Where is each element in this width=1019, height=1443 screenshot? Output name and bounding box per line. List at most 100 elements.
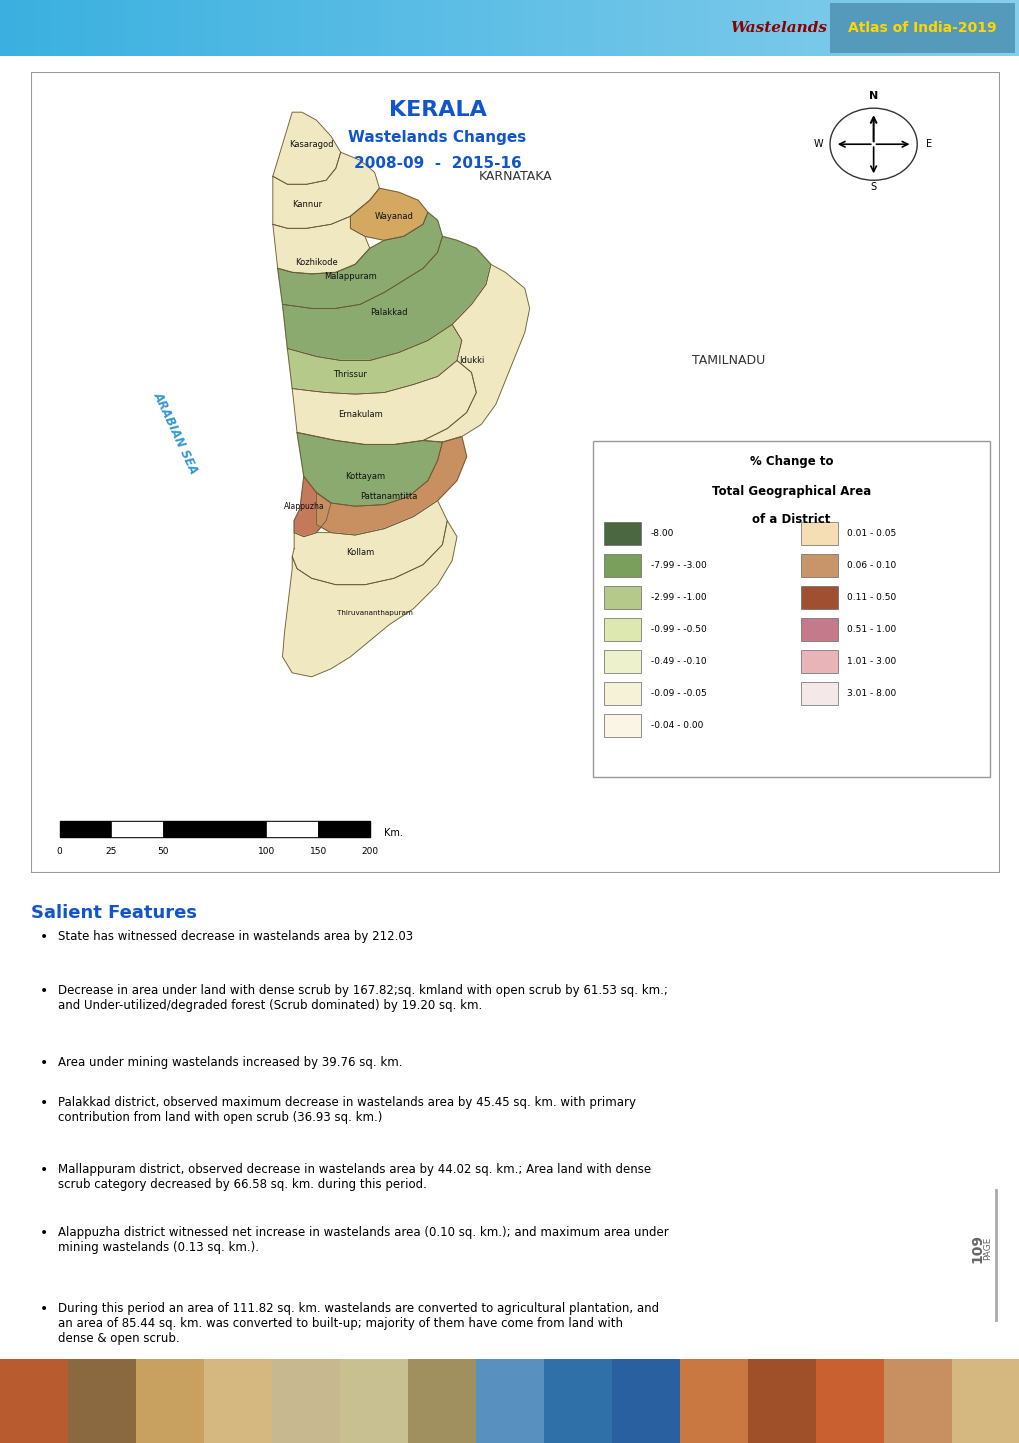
Text: State has witnessed decrease in wastelands area by 212.03: State has witnessed decrease in wastelan… bbox=[58, 931, 413, 944]
Bar bbox=[829, 3, 1014, 53]
Text: -7.99 - -3.00: -7.99 - -3.00 bbox=[650, 561, 706, 570]
Text: KERALA: KERALA bbox=[388, 100, 486, 120]
Bar bbox=[815, 1359, 883, 1443]
Text: 1.01 - 3.00: 1.01 - 3.00 bbox=[847, 657, 896, 667]
Bar bbox=[59, 821, 370, 837]
Bar bbox=[68, 1359, 136, 1443]
Polygon shape bbox=[273, 216, 370, 274]
Bar bbox=[111, 821, 163, 837]
Bar bbox=[951, 1359, 1019, 1443]
Polygon shape bbox=[292, 361, 476, 444]
Polygon shape bbox=[292, 501, 447, 584]
Text: Salient Features: Salient Features bbox=[31, 903, 197, 922]
Bar bbox=[800, 619, 837, 641]
Polygon shape bbox=[277, 212, 442, 309]
Text: 0.01 - 0.05: 0.01 - 0.05 bbox=[847, 530, 896, 538]
Polygon shape bbox=[273, 152, 379, 228]
Text: Kollam: Kollam bbox=[345, 548, 374, 557]
Bar bbox=[603, 554, 641, 577]
Text: Km.: Km. bbox=[384, 828, 403, 838]
Bar bbox=[266, 821, 318, 837]
Text: Wastelands: Wastelands bbox=[730, 22, 826, 35]
Text: 0.11 - 0.50: 0.11 - 0.50 bbox=[847, 593, 896, 602]
Bar bbox=[0, 1359, 68, 1443]
Text: Kozhikode: Kozhikode bbox=[294, 258, 337, 267]
Text: E: E bbox=[925, 139, 931, 149]
Bar bbox=[136, 1359, 204, 1443]
Text: Decrease in area under land with dense scrub by 167.82;sq. kmland with open scru: Decrease in area under land with dense s… bbox=[58, 984, 667, 1012]
Bar bbox=[800, 683, 837, 704]
Bar bbox=[603, 522, 641, 544]
Bar bbox=[603, 683, 641, 704]
Text: -0.99 - -0.50: -0.99 - -0.50 bbox=[650, 625, 706, 633]
Text: 150: 150 bbox=[309, 847, 326, 856]
Text: 25: 25 bbox=[106, 847, 117, 856]
Text: 3.01 - 8.00: 3.01 - 8.00 bbox=[847, 690, 896, 698]
Bar bbox=[408, 1359, 476, 1443]
Text: •: • bbox=[40, 1097, 48, 1110]
Polygon shape bbox=[297, 433, 442, 506]
Text: Wastelands Changes: Wastelands Changes bbox=[348, 130, 526, 144]
Bar bbox=[204, 1359, 272, 1443]
Text: •: • bbox=[40, 1056, 48, 1069]
Text: •: • bbox=[40, 984, 48, 999]
Text: 50: 50 bbox=[157, 847, 169, 856]
Text: 0: 0 bbox=[57, 847, 62, 856]
Bar bbox=[800, 651, 837, 672]
Text: PAGE: PAGE bbox=[982, 1237, 990, 1260]
Text: -2.99 - -1.00: -2.99 - -1.00 bbox=[650, 593, 706, 602]
Text: -8.00: -8.00 bbox=[650, 530, 674, 538]
Text: S: S bbox=[869, 182, 876, 192]
Bar bbox=[272, 1359, 339, 1443]
Text: Idukki: Idukki bbox=[459, 356, 484, 365]
Text: ARABIAN SEA: ARABIAN SEA bbox=[151, 390, 201, 476]
Bar bbox=[800, 554, 837, 577]
Bar bbox=[800, 522, 837, 544]
Bar bbox=[747, 1359, 815, 1443]
Bar bbox=[543, 1359, 611, 1443]
Text: Total Geographical Area: Total Geographical Area bbox=[711, 485, 870, 498]
Text: N: N bbox=[868, 91, 877, 101]
Bar bbox=[603, 651, 641, 672]
Text: •: • bbox=[40, 1302, 48, 1316]
Bar bbox=[800, 586, 837, 609]
Text: -0.49 - -0.10: -0.49 - -0.10 bbox=[650, 657, 706, 667]
Text: 200: 200 bbox=[361, 847, 378, 856]
Text: 2008-09  -  2015-16: 2008-09 - 2015-16 bbox=[354, 156, 521, 172]
Text: Alappuzha district witnessed net increase in wastelands area (0.10 sq. km.); and: Alappuzha district witnessed net increas… bbox=[58, 1225, 668, 1254]
Text: Malappuram: Malappuram bbox=[324, 271, 376, 281]
Polygon shape bbox=[273, 113, 340, 185]
Text: Kottayam: Kottayam bbox=[344, 472, 384, 481]
Text: 100: 100 bbox=[258, 847, 275, 856]
Text: Thrissur: Thrissur bbox=[333, 371, 367, 380]
Text: Mallappuram district, observed decrease in wastelands area by 44.02 sq. km.; Are: Mallappuram district, observed decrease … bbox=[58, 1163, 651, 1190]
Text: •: • bbox=[40, 1163, 48, 1177]
Text: Alappuzha: Alappuzha bbox=[283, 502, 324, 511]
Bar bbox=[611, 1359, 680, 1443]
Bar bbox=[680, 1359, 747, 1443]
Text: Area under mining wastelands increased by 39.76 sq. km.: Area under mining wastelands increased b… bbox=[58, 1056, 403, 1069]
Bar bbox=[603, 619, 641, 641]
Bar bbox=[59, 821, 111, 837]
Bar bbox=[318, 821, 370, 837]
Polygon shape bbox=[287, 325, 462, 394]
Text: Atlas of India-2019: Atlas of India-2019 bbox=[847, 22, 996, 35]
Polygon shape bbox=[293, 476, 331, 537]
Text: 0.06 - 0.10: 0.06 - 0.10 bbox=[847, 561, 896, 570]
Text: W: W bbox=[813, 139, 822, 149]
Text: Kannur: Kannur bbox=[291, 199, 322, 209]
Polygon shape bbox=[351, 188, 428, 241]
Bar bbox=[592, 440, 988, 776]
Bar bbox=[163, 821, 266, 837]
Text: 109: 109 bbox=[969, 1234, 983, 1263]
Bar bbox=[476, 1359, 543, 1443]
Polygon shape bbox=[423, 264, 529, 442]
Polygon shape bbox=[282, 237, 490, 361]
Text: -0.09 - -0.05: -0.09 - -0.05 bbox=[650, 690, 706, 698]
Text: -0.04 - 0.00: -0.04 - 0.00 bbox=[650, 722, 702, 730]
Text: TAMILNADU: TAMILNADU bbox=[691, 354, 764, 367]
Text: % Change to: % Change to bbox=[749, 455, 833, 468]
Polygon shape bbox=[316, 437, 467, 535]
Text: of a District: of a District bbox=[751, 512, 829, 525]
Text: During this period an area of 111.82 sq. km. wastelands are converted to agricul: During this period an area of 111.82 sq.… bbox=[58, 1302, 659, 1345]
